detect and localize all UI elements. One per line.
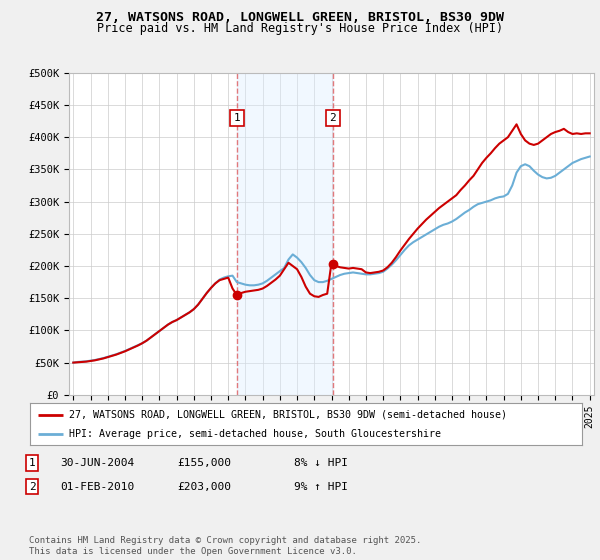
Text: 27, WATSONS ROAD, LONGWELL GREEN, BRISTOL, BS30 9DW (semi-detached house): 27, WATSONS ROAD, LONGWELL GREEN, BRISTO…	[68, 409, 506, 419]
Text: 1: 1	[233, 113, 240, 123]
Text: Price paid vs. HM Land Registry's House Price Index (HPI): Price paid vs. HM Land Registry's House …	[97, 22, 503, 35]
Text: 01-FEB-2010: 01-FEB-2010	[60, 482, 134, 492]
Text: 30-JUN-2004: 30-JUN-2004	[60, 458, 134, 468]
Text: 1: 1	[29, 458, 35, 468]
Text: 2: 2	[329, 113, 337, 123]
Bar	[237, 73, 333, 395]
Text: HPI: Average price, semi-detached house, South Gloucestershire: HPI: Average price, semi-detached house,…	[68, 429, 440, 439]
Text: £155,000: £155,000	[177, 458, 231, 468]
Text: 9% ↑ HPI: 9% ↑ HPI	[294, 482, 348, 492]
Text: 27, WATSONS ROAD, LONGWELL GREEN, BRISTOL, BS30 9DW: 27, WATSONS ROAD, LONGWELL GREEN, BRISTO…	[96, 11, 504, 24]
Text: £203,000: £203,000	[177, 482, 231, 492]
Text: 8% ↓ HPI: 8% ↓ HPI	[294, 458, 348, 468]
Text: 2: 2	[29, 482, 35, 492]
Text: Contains HM Land Registry data © Crown copyright and database right 2025.
This d: Contains HM Land Registry data © Crown c…	[29, 536, 421, 556]
